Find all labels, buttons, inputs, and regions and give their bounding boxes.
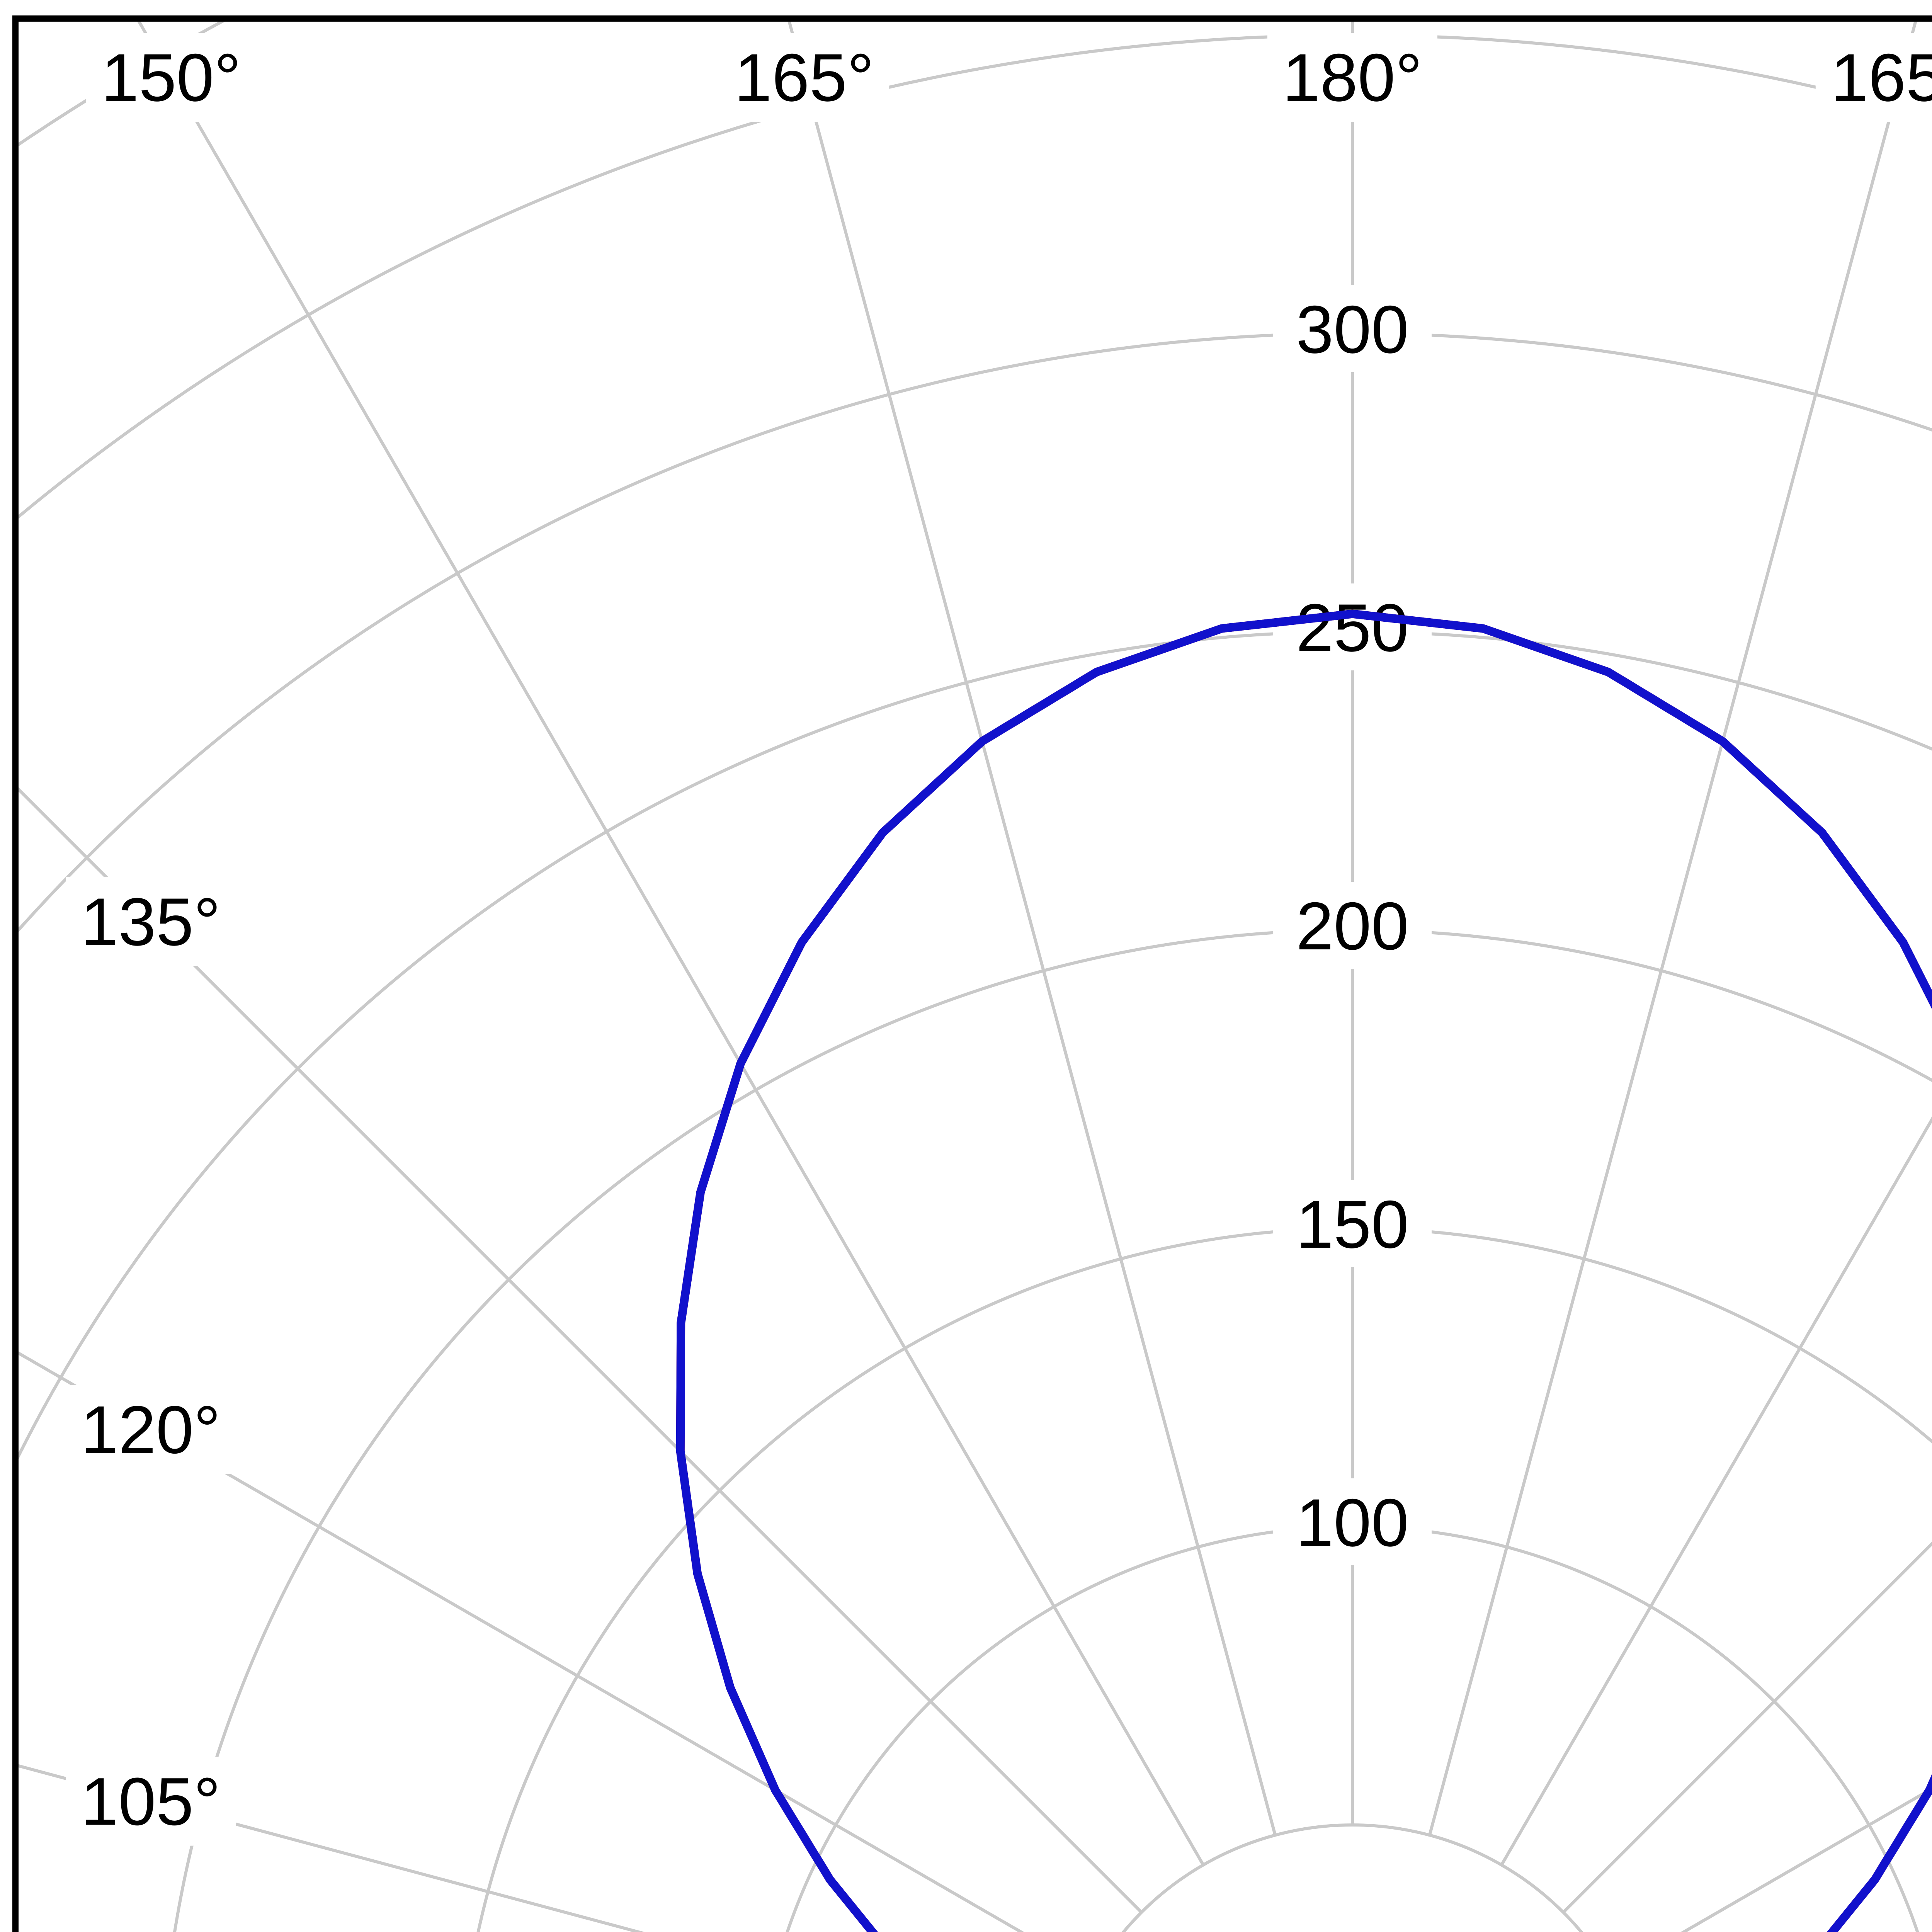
angle-label: 135°	[81, 884, 221, 960]
grid-spoke	[1428, 22, 1917, 1836]
grid-ring	[786, 1525, 1919, 1932]
ring-label: 200	[1296, 889, 1409, 964]
ring-label-box	[1273, 1180, 1432, 1267]
ring-label-box	[1273, 285, 1432, 372]
plot-frame	[12, 15, 1932, 1932]
grid-spoke	[1562, 1541, 1932, 1913]
angle-label: 180°	[1282, 40, 1422, 116]
grid-ring	[19, 34, 1932, 520]
angle-label: 105°	[81, 1764, 221, 1840]
ring-label: 300	[1296, 292, 1409, 367]
grid-spoke	[1680, 1787, 1932, 1932]
angle-label-box	[66, 1757, 236, 1846]
grid-spoke	[787, 22, 1277, 1836]
angle-label: 150°	[101, 40, 241, 116]
grid-spoke	[19, 787, 1143, 1913]
grid-ring	[19, 332, 1932, 933]
angle-label-box	[66, 1385, 236, 1474]
ring-label-box	[1273, 1478, 1432, 1565]
grid-spoke	[137, 22, 1205, 1866]
grid-spoke	[1500, 1116, 1932, 1866]
ring-labels: 100 150 200 250 300	[1273, 285, 1432, 1565]
angle-label: 165°	[1831, 40, 1932, 116]
angle-label-box	[66, 877, 236, 966]
ring-label: 150	[1296, 1187, 1409, 1262]
angle-label-box	[719, 33, 889, 122]
ring-label-box	[1273, 882, 1432, 969]
angle-label-box	[1815, 33, 1932, 122]
intensity-curve-c0-c180	[676, 609, 1932, 1932]
grid-ring	[1121, 1823, 1583, 1932]
ring-label: 250	[1296, 590, 1409, 666]
ring-label: 100	[1296, 1485, 1409, 1561]
ring-label-box	[1273, 583, 1432, 670]
angle-label-box	[1267, 33, 1437, 122]
intensity-curve-c90-c270	[676, 609, 1932, 1932]
angle-labels: 75°75°90°90°105°105°120°120°135°135°150°…	[66, 33, 1932, 1846]
grid-ring	[173, 929, 1932, 1932]
grid-spoke	[19, 1351, 1024, 1932]
angle-label: 120°	[81, 1392, 221, 1468]
angle-label: 165°	[734, 40, 874, 116]
angle-label-box	[86, 33, 256, 122]
